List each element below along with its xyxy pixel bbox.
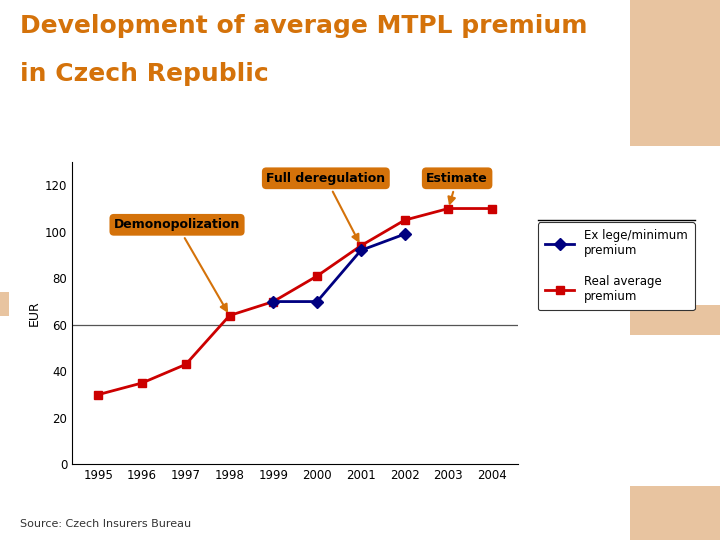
Ex lege/minimum
premium [400,231,409,238]
Ex lege/minimum
premium [269,298,278,305]
Real average
premium [356,242,365,249]
Ex lege/minimum
premium [312,298,321,305]
Text: Full deregulation: Full deregulation [266,172,385,241]
Text: Source: Czech Insurers Bureau: Source: Czech Insurers Bureau [20,519,192,529]
FancyBboxPatch shape [630,0,720,146]
Real average
premium [269,298,278,305]
FancyBboxPatch shape [0,292,9,316]
Line: Ex lege/minimum
premium: Ex lege/minimum premium [269,230,409,306]
FancyBboxPatch shape [630,486,720,540]
Text: Development of average MTPL premium: Development of average MTPL premium [20,14,588,37]
Real average
premium [400,217,409,224]
FancyBboxPatch shape [630,305,720,335]
Text: Estimate: Estimate [426,172,488,204]
Legend: Ex lege/minimum
premium, Real average
premium: Ex lege/minimum premium, Real average pr… [538,222,695,310]
Real average
premium [181,361,190,368]
Text: in Czech Republic: in Czech Republic [20,62,269,86]
Y-axis label: EUR: EUR [27,300,40,326]
Line: Real average
premium: Real average premium [94,204,496,399]
Real average
premium [94,392,102,398]
Real average
premium [488,205,497,212]
Real average
premium [312,273,321,279]
Text: Demonopolization: Demonopolization [114,218,240,311]
Ex lege/minimum
premium [356,247,365,254]
Real average
premium [138,380,146,386]
Real average
premium [444,205,453,212]
Real average
premium [225,312,234,319]
